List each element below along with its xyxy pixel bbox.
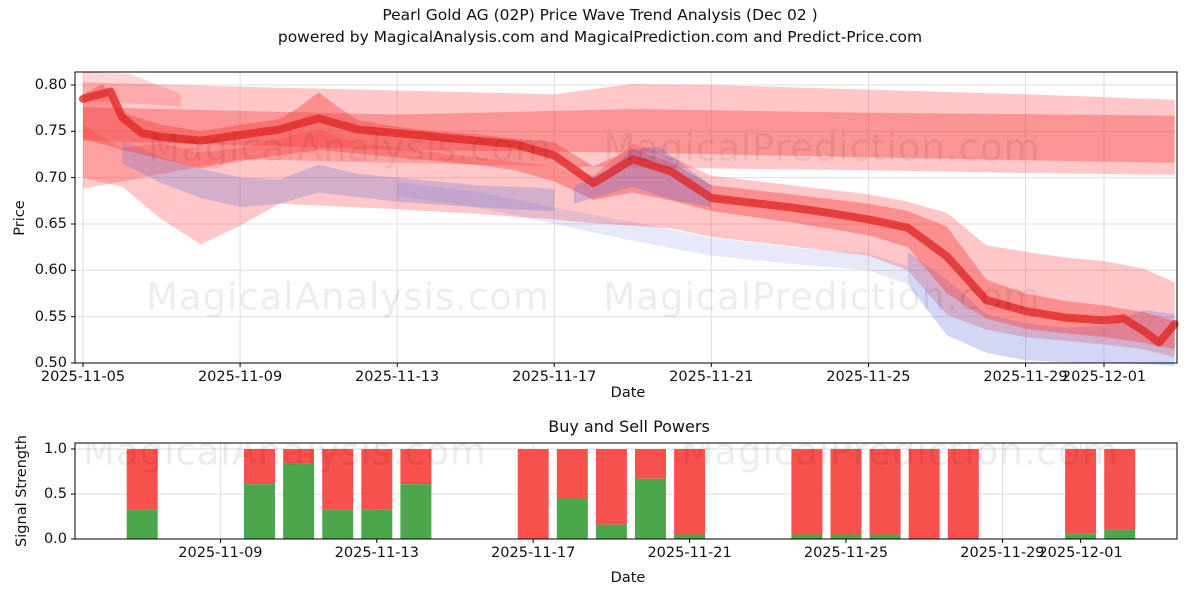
y-tick-label: 0.60: [34, 262, 67, 279]
x-tick-label: 2025-11-25: [803, 545, 889, 561]
buy-bar-segment: [244, 484, 275, 539]
price-axis-label: Price: [12, 200, 28, 236]
y-tick-label: 0.75: [34, 123, 67, 140]
x-tick-label: 2025-11-13: [334, 545, 419, 561]
sell-bar-segment: [830, 449, 862, 535]
x-tick-label: 2025-12-01: [1038, 545, 1123, 561]
upper-left-wedge-band: [83, 72, 182, 107]
buy-bar-segment: [791, 534, 823, 539]
buy-bar-segment: [635, 478, 666, 539]
descending-mid-band: [83, 84, 1175, 350]
sell-bar-segment: [556, 449, 588, 499]
x-tick-label: 2025-11-13: [355, 369, 440, 385]
sell-bar-segment: [791, 449, 823, 535]
descending-outer-band: [83, 124, 1175, 358]
core-trend-line: [79, 87, 1179, 347]
x-tick-label: 2025-11-21: [647, 545, 732, 561]
buy-bar-segment: [869, 534, 901, 539]
watermark-prediction-lower: MagicalPrediction.com: [603, 275, 1041, 319]
sell-bar-segment: [244, 449, 275, 485]
buy-bar-segment: [830, 534, 862, 539]
plot-border: [74, 442, 1178, 540]
y-tick-label: 0.80: [34, 76, 67, 93]
buy-bar-segment: [595, 524, 627, 539]
sell-bar-segment: [361, 449, 393, 510]
sell-bar-segment: [595, 449, 627, 525]
flat-outer-band: [83, 82, 1175, 189]
x-tick-label: 2025-12-01: [1061, 369, 1147, 385]
sell-bar-segment: [869, 449, 901, 535]
sell-bar-segment: [674, 449, 706, 535]
figure-subtitle: powered by MagicalAnalysis.com and Magic…: [277, 28, 923, 46]
left-blue-band: [122, 140, 555, 211]
watermark-prediction-upper: MagicalPrediction.com: [603, 126, 1041, 170]
watermark-prediction-signal: MagicalPrediction.com: [681, 443, 1119, 474]
sell-bar-segment: [517, 449, 549, 539]
x-tick-label: 2025-11-25: [826, 369, 911, 385]
y-tick-label: 0.55: [34, 308, 67, 325]
right-blue-band: [907, 251, 1175, 366]
sell-bar-segment: [400, 449, 432, 485]
sell-bar-segment: [1065, 449, 1097, 534]
x-tick-label: 2025-11-17: [491, 545, 576, 561]
buy-bar-segment: [1104, 529, 1136, 539]
buy-bar-segment: [400, 484, 432, 539]
sell-bar-segment: [283, 449, 315, 464]
sell-bar-segment: [126, 449, 158, 510]
buy-bar-segment: [126, 509, 158, 539]
y-tick-label: 0.0: [43, 531, 67, 547]
x-tick-label: 2025-11-05: [40, 369, 126, 385]
figure-title: Pearl Gold AG (02P) Price Wave Trend Ana…: [382, 6, 818, 24]
y-tick-label: 1.0: [43, 441, 67, 458]
signal-xaxis-label: Date: [610, 570, 646, 586]
x-tick-label: 2025-11-17: [512, 369, 597, 385]
x-tick-label: 2025-11-21: [669, 369, 754, 385]
y-tick-label: 0.65: [34, 215, 67, 232]
watermark-analysis-upper: MagicalAnalysis.com: [148, 126, 552, 170]
sell-bar-segment: [947, 449, 979, 539]
x-tick-label: 2025-11-09: [178, 545, 263, 561]
watermark-analysis-signal: MagicalAnalysis.com: [83, 443, 487, 474]
sell-bar-segment: [908, 449, 940, 539]
buy-bar-segment: [556, 498, 588, 539]
sell-bar-segment: [635, 449, 666, 479]
y-tick-label: 0.50: [34, 355, 67, 371]
x-tick-label: 2025-11-09: [197, 369, 283, 385]
sell-bar-segment: [322, 449, 354, 510]
flat-inner-band: [83, 107, 1175, 163]
y-tick-label: 0.70: [34, 169, 67, 186]
signal-chart-title: Buy and Sell Powers: [548, 417, 710, 436]
buy-bar-segment: [361, 509, 393, 539]
x-tick-label: 2025-11-29: [983, 369, 1068, 385]
buy-bar-segment: [322, 509, 354, 539]
plot-border: [74, 71, 1178, 364]
mid-under-blue-band: [397, 182, 908, 285]
sell-bar-segment: [1104, 449, 1136, 530]
buy-bar-segment: [674, 534, 706, 539]
bump-blue-band: [573, 147, 712, 208]
y-tick-label: 0.5: [43, 486, 67, 502]
buy-bar-segment: [283, 463, 315, 539]
price-xaxis-label: Date: [610, 385, 646, 401]
signal-axis-label: Signal Strength: [14, 435, 30, 547]
buy-bar-segment: [1065, 533, 1097, 539]
signal-watermark-clip: MagicalAnalysis.com MagicalPrediction.co…: [75, 443, 1177, 539]
watermark-analysis-lower: MagicalAnalysis.com: [146, 275, 550, 319]
x-tick-label: 2025-11-29: [960, 545, 1045, 561]
